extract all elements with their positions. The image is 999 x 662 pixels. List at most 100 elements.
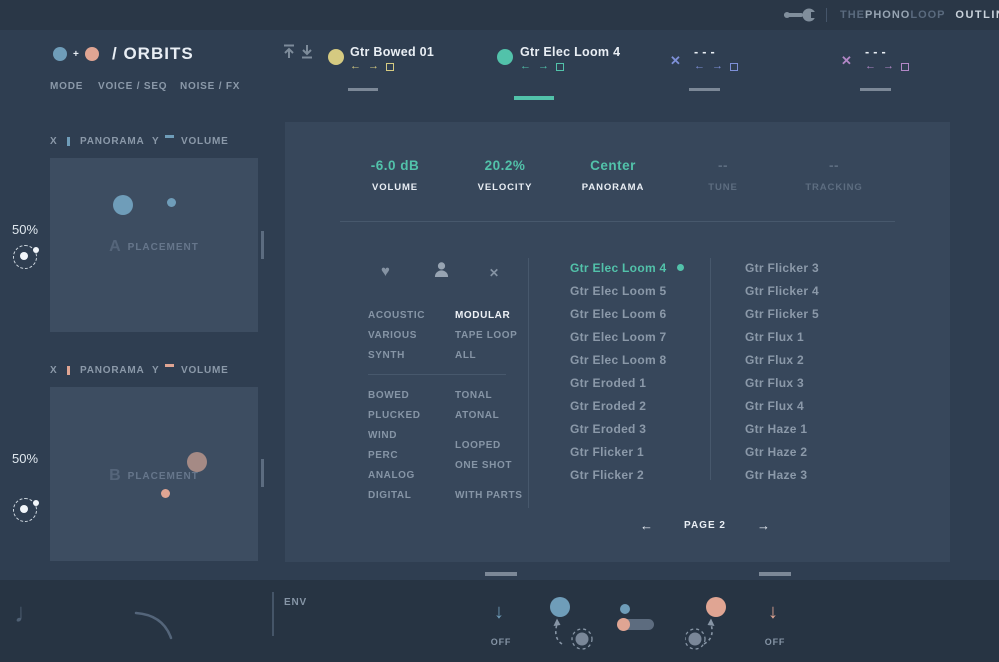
filter-synth[interactable]: SYNTH (368, 350, 405, 361)
param-volume[interactable]: -6.0 dB VOLUME (340, 158, 450, 193)
tab-voice-seq[interactable]: VOICE / SEQ (98, 81, 168, 92)
env-b-arrow-icon[interactable]: ↓ (768, 601, 778, 623)
sample-item[interactable]: Gtr Eroded 2 (570, 394, 684, 417)
sample-item[interactable]: Gtr Flicker 3 (745, 256, 819, 279)
placement-pad-a[interactable]: A PLACEMENT (50, 158, 258, 332)
filter-modular-selected[interactable]: MODULAR (455, 310, 511, 321)
bottom-tab-indicator-left[interactable] (485, 572, 517, 576)
panel-b-orbit-knob[interactable] (13, 498, 39, 522)
slot2-indicator-active[interactable] (514, 96, 554, 100)
sample-item[interactable]: Gtr Elec Loom 6 (570, 302, 684, 325)
filter-plucked[interactable]: PLUCKED (368, 410, 421, 421)
env-a-off-label[interactable]: OFF (490, 637, 512, 647)
sample-item[interactable]: Gtr Haze 3 (745, 463, 819, 486)
sample-item-selected[interactable]: Gtr Elec Loom 4 (570, 256, 684, 279)
slot3-prev-icon[interactable]: ← (694, 60, 705, 72)
filter-tonal[interactable]: TONAL (455, 390, 493, 401)
panel-b-y-param[interactable]: VOLUME (181, 365, 229, 376)
import-icon[interactable] (301, 44, 313, 59)
param-tracking[interactable]: -- TRACKING (779, 158, 889, 193)
slot1-next-icon[interactable]: → (368, 60, 379, 72)
sample-item[interactable]: Gtr Eroded 3 (570, 417, 684, 440)
panel-b-x-param[interactable]: PANORAMA (80, 365, 145, 376)
filter-one-shot[interactable]: ONE SHOT (455, 460, 513, 471)
crossfade-slider[interactable] (619, 619, 654, 630)
filter-analog[interactable]: ANALOG (368, 470, 415, 481)
sample-item[interactable]: Gtr Flicker 2 (570, 463, 684, 486)
pad-b-voice-dot-small[interactable] (161, 489, 170, 498)
sample-item[interactable]: Gtr Elec Loom 7 (570, 325, 684, 348)
slot3-name[interactable]: - - - (694, 45, 715, 59)
page-prev-icon[interactable]: ← (640, 518, 653, 533)
filter-looped[interactable]: LOOPED (455, 440, 501, 451)
slot1-indicator[interactable] (348, 88, 378, 91)
note-icon[interactable]: ♩ (14, 598, 41, 628)
sample-item[interactable]: Gtr Flux 3 (745, 371, 819, 394)
orbit-jump-b-icon[interactable] (685, 592, 737, 654)
tab-noise-fx[interactable]: NOISE / FX (180, 81, 241, 92)
sample-item[interactable]: Gtr Haze 1 (745, 417, 819, 440)
orbit-jump-a-icon[interactable] (545, 592, 597, 654)
filter-with-parts[interactable]: WITH PARTS (455, 490, 523, 501)
sample-item[interactable]: Gtr Haze 2 (745, 440, 819, 463)
slot4-name[interactable]: - - - (865, 45, 886, 59)
sample-item[interactable]: Gtr Flicker 1 (570, 440, 684, 463)
slot2-next-icon[interactable]: → (538, 60, 549, 72)
pad-a-voice-dot-small[interactable] (167, 198, 176, 207)
filter-digital[interactable]: DIGITAL (368, 490, 412, 501)
filter-perc[interactable]: PERC (368, 450, 399, 461)
filter-various[interactable]: VARIOUS (368, 330, 418, 341)
sample-item[interactable]: Gtr Elec Loom 5 (570, 279, 684, 302)
env-b-off-label[interactable]: OFF (764, 637, 786, 647)
sample-item[interactable]: Gtr Eroded 1 (570, 371, 684, 394)
slot1-color-dot[interactable] (328, 49, 344, 65)
pad-b-scrollbar[interactable] (261, 459, 264, 487)
pad-a-scrollbar[interactable] (261, 231, 264, 259)
filter-all[interactable]: ALL (455, 350, 477, 361)
panel-a-orbit-knob[interactable] (13, 245, 39, 269)
param-panorama[interactable]: Center PANORAMA (558, 158, 668, 193)
slot2-stop-icon[interactable] (556, 62, 564, 71)
slot2-color-dot[interactable] (497, 49, 513, 65)
clear-filters-icon[interactable]: ✕ (489, 266, 500, 280)
slot4-indicator[interactable] (860, 88, 891, 91)
sample-item[interactable]: Gtr Flux 4 (745, 394, 819, 417)
filter-wind[interactable]: WIND (368, 430, 398, 441)
slot3-indicator[interactable] (689, 88, 720, 91)
filter-tape-loop[interactable]: TAPE LOOP (455, 330, 518, 341)
page-next-icon[interactable]: → (757, 518, 770, 533)
crossfade-b-handle[interactable] (617, 618, 630, 631)
filter-bowed[interactable]: BOWED (368, 390, 410, 401)
sample-item[interactable]: Gtr Flicker 4 (745, 279, 819, 302)
slot4-prev-icon[interactable]: ← (865, 60, 876, 72)
slot3-next-icon[interactable]: → (712, 60, 723, 72)
slot1-name[interactable]: Gtr Bowed 01 (350, 45, 435, 59)
slot4-clear-icon[interactable]: ✕ (841, 53, 852, 68)
favorites-icon[interactable]: ♥ (381, 263, 390, 280)
filter-atonal[interactable]: ATONAL (455, 410, 500, 421)
param-velocity[interactable]: 20.2% VELOCITY (450, 158, 560, 193)
env-a-arrow-icon[interactable]: ↓ (494, 601, 504, 623)
slot1-stop-icon[interactable] (386, 62, 394, 71)
slot3-clear-icon[interactable]: ✕ (670, 53, 681, 68)
wrench-icon[interactable] (783, 7, 817, 23)
sample-item[interactable]: Gtr Flux 1 (745, 325, 819, 348)
slot2-name[interactable]: Gtr Elec Loom 4 (520, 45, 621, 59)
user-samples-icon[interactable] (433, 261, 450, 278)
slot2-prev-icon[interactable]: ← (520, 60, 531, 72)
pad-a-voice-dot-large[interactable] (113, 195, 133, 215)
bottom-tab-indicator-right[interactable] (759, 572, 791, 576)
slot4-stop-icon[interactable] (901, 62, 909, 71)
slot4-next-icon[interactable]: → (883, 60, 894, 72)
param-tune[interactable]: -- TUNE (668, 158, 778, 193)
sample-item[interactable]: Gtr Flicker 5 (745, 302, 819, 325)
placement-pad-b[interactable]: B PLACEMENT (50, 387, 258, 561)
filter-acoustic[interactable]: ACOUSTIC (368, 310, 426, 321)
panel-a-y-param[interactable]: VOLUME (181, 136, 229, 147)
envelope-curve-icon[interactable] (133, 610, 175, 640)
slot3-stop-icon[interactable] (730, 62, 738, 71)
export-icon[interactable] (283, 44, 295, 59)
sample-item[interactable]: Gtr Flux 2 (745, 348, 819, 371)
tab-mode[interactable]: MODE (50, 81, 84, 92)
sample-item[interactable]: Gtr Elec Loom 8 (570, 348, 684, 371)
